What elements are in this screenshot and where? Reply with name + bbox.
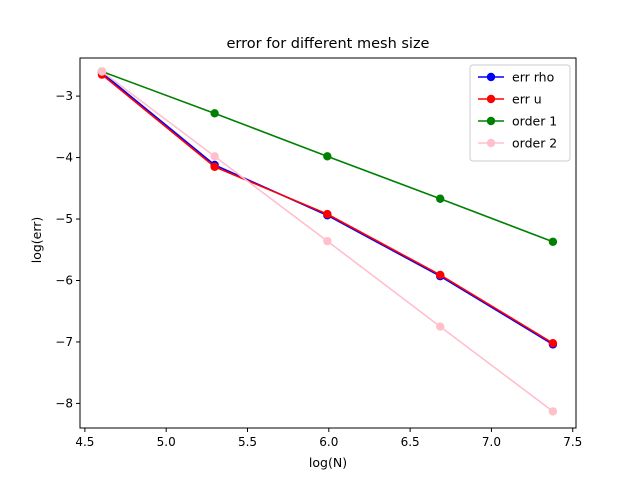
plot-frame bbox=[79, 57, 577, 429]
series-order-1 bbox=[97, 67, 558, 246]
x-tick-label: 4.5 bbox=[75, 435, 94, 449]
y-tick-label: −4 bbox=[55, 151, 73, 165]
data-point bbox=[436, 322, 445, 331]
series-order-2 bbox=[97, 67, 558, 416]
data-point bbox=[548, 407, 558, 416]
data-point bbox=[548, 237, 558, 246]
legend-entry: order 2 bbox=[478, 136, 557, 151]
x-tick-label: 5.0 bbox=[157, 435, 176, 449]
y-axis-label: log(err) bbox=[29, 217, 44, 264]
legend-box bbox=[469, 64, 571, 162]
legend-label: err rho bbox=[512, 70, 554, 85]
y-tick-label: −5 bbox=[55, 212, 73, 226]
data-point bbox=[210, 162, 219, 171]
axis-ticks: 4.5 5.0 5.5 6.0 6.5 7.0 7.5 −8 −7 −6 −5 −4 −3 bbox=[55, 89, 582, 449]
data-point bbox=[436, 194, 445, 203]
legend-label: err u bbox=[512, 92, 542, 107]
data-point bbox=[210, 152, 219, 161]
legend-label: order 1 bbox=[512, 114, 557, 129]
legend-entry: err rho bbox=[478, 70, 554, 85]
x-tick-label: 6.0 bbox=[319, 435, 338, 449]
series-err-u bbox=[97, 70, 558, 348]
x-tick-label: 6.5 bbox=[401, 435, 420, 449]
legend-marker bbox=[486, 138, 496, 148]
legend: err rho err u order 1 order 2 bbox=[469, 64, 571, 162]
data-point bbox=[97, 67, 107, 76]
data-point bbox=[210, 109, 219, 118]
chart-title: error for different mesh size bbox=[227, 36, 430, 52]
y-tick-label: −6 bbox=[55, 273, 73, 287]
series-layer bbox=[97, 67, 558, 416]
x-tick-label: 7.0 bbox=[482, 435, 501, 449]
legend-marker bbox=[486, 116, 496, 126]
legend-marker bbox=[486, 94, 496, 104]
y-tick-label: −3 bbox=[55, 89, 73, 103]
y-tick-label: −7 bbox=[55, 335, 73, 349]
data-point bbox=[323, 152, 332, 161]
data-point bbox=[323, 236, 332, 246]
legend-entry: order 1 bbox=[478, 114, 557, 129]
x-axis-label: log(N) bbox=[309, 455, 347, 470]
x-tick-label: 5.5 bbox=[238, 435, 257, 449]
legend-marker bbox=[486, 72, 496, 82]
legend-label: order 2 bbox=[512, 136, 557, 151]
y-tick-label: −8 bbox=[55, 396, 73, 410]
data-point bbox=[436, 270, 445, 280]
x-tick-label: 7.5 bbox=[563, 435, 582, 449]
data-point bbox=[548, 338, 558, 348]
legend-entry: err u bbox=[478, 92, 542, 107]
data-point bbox=[323, 209, 332, 219]
